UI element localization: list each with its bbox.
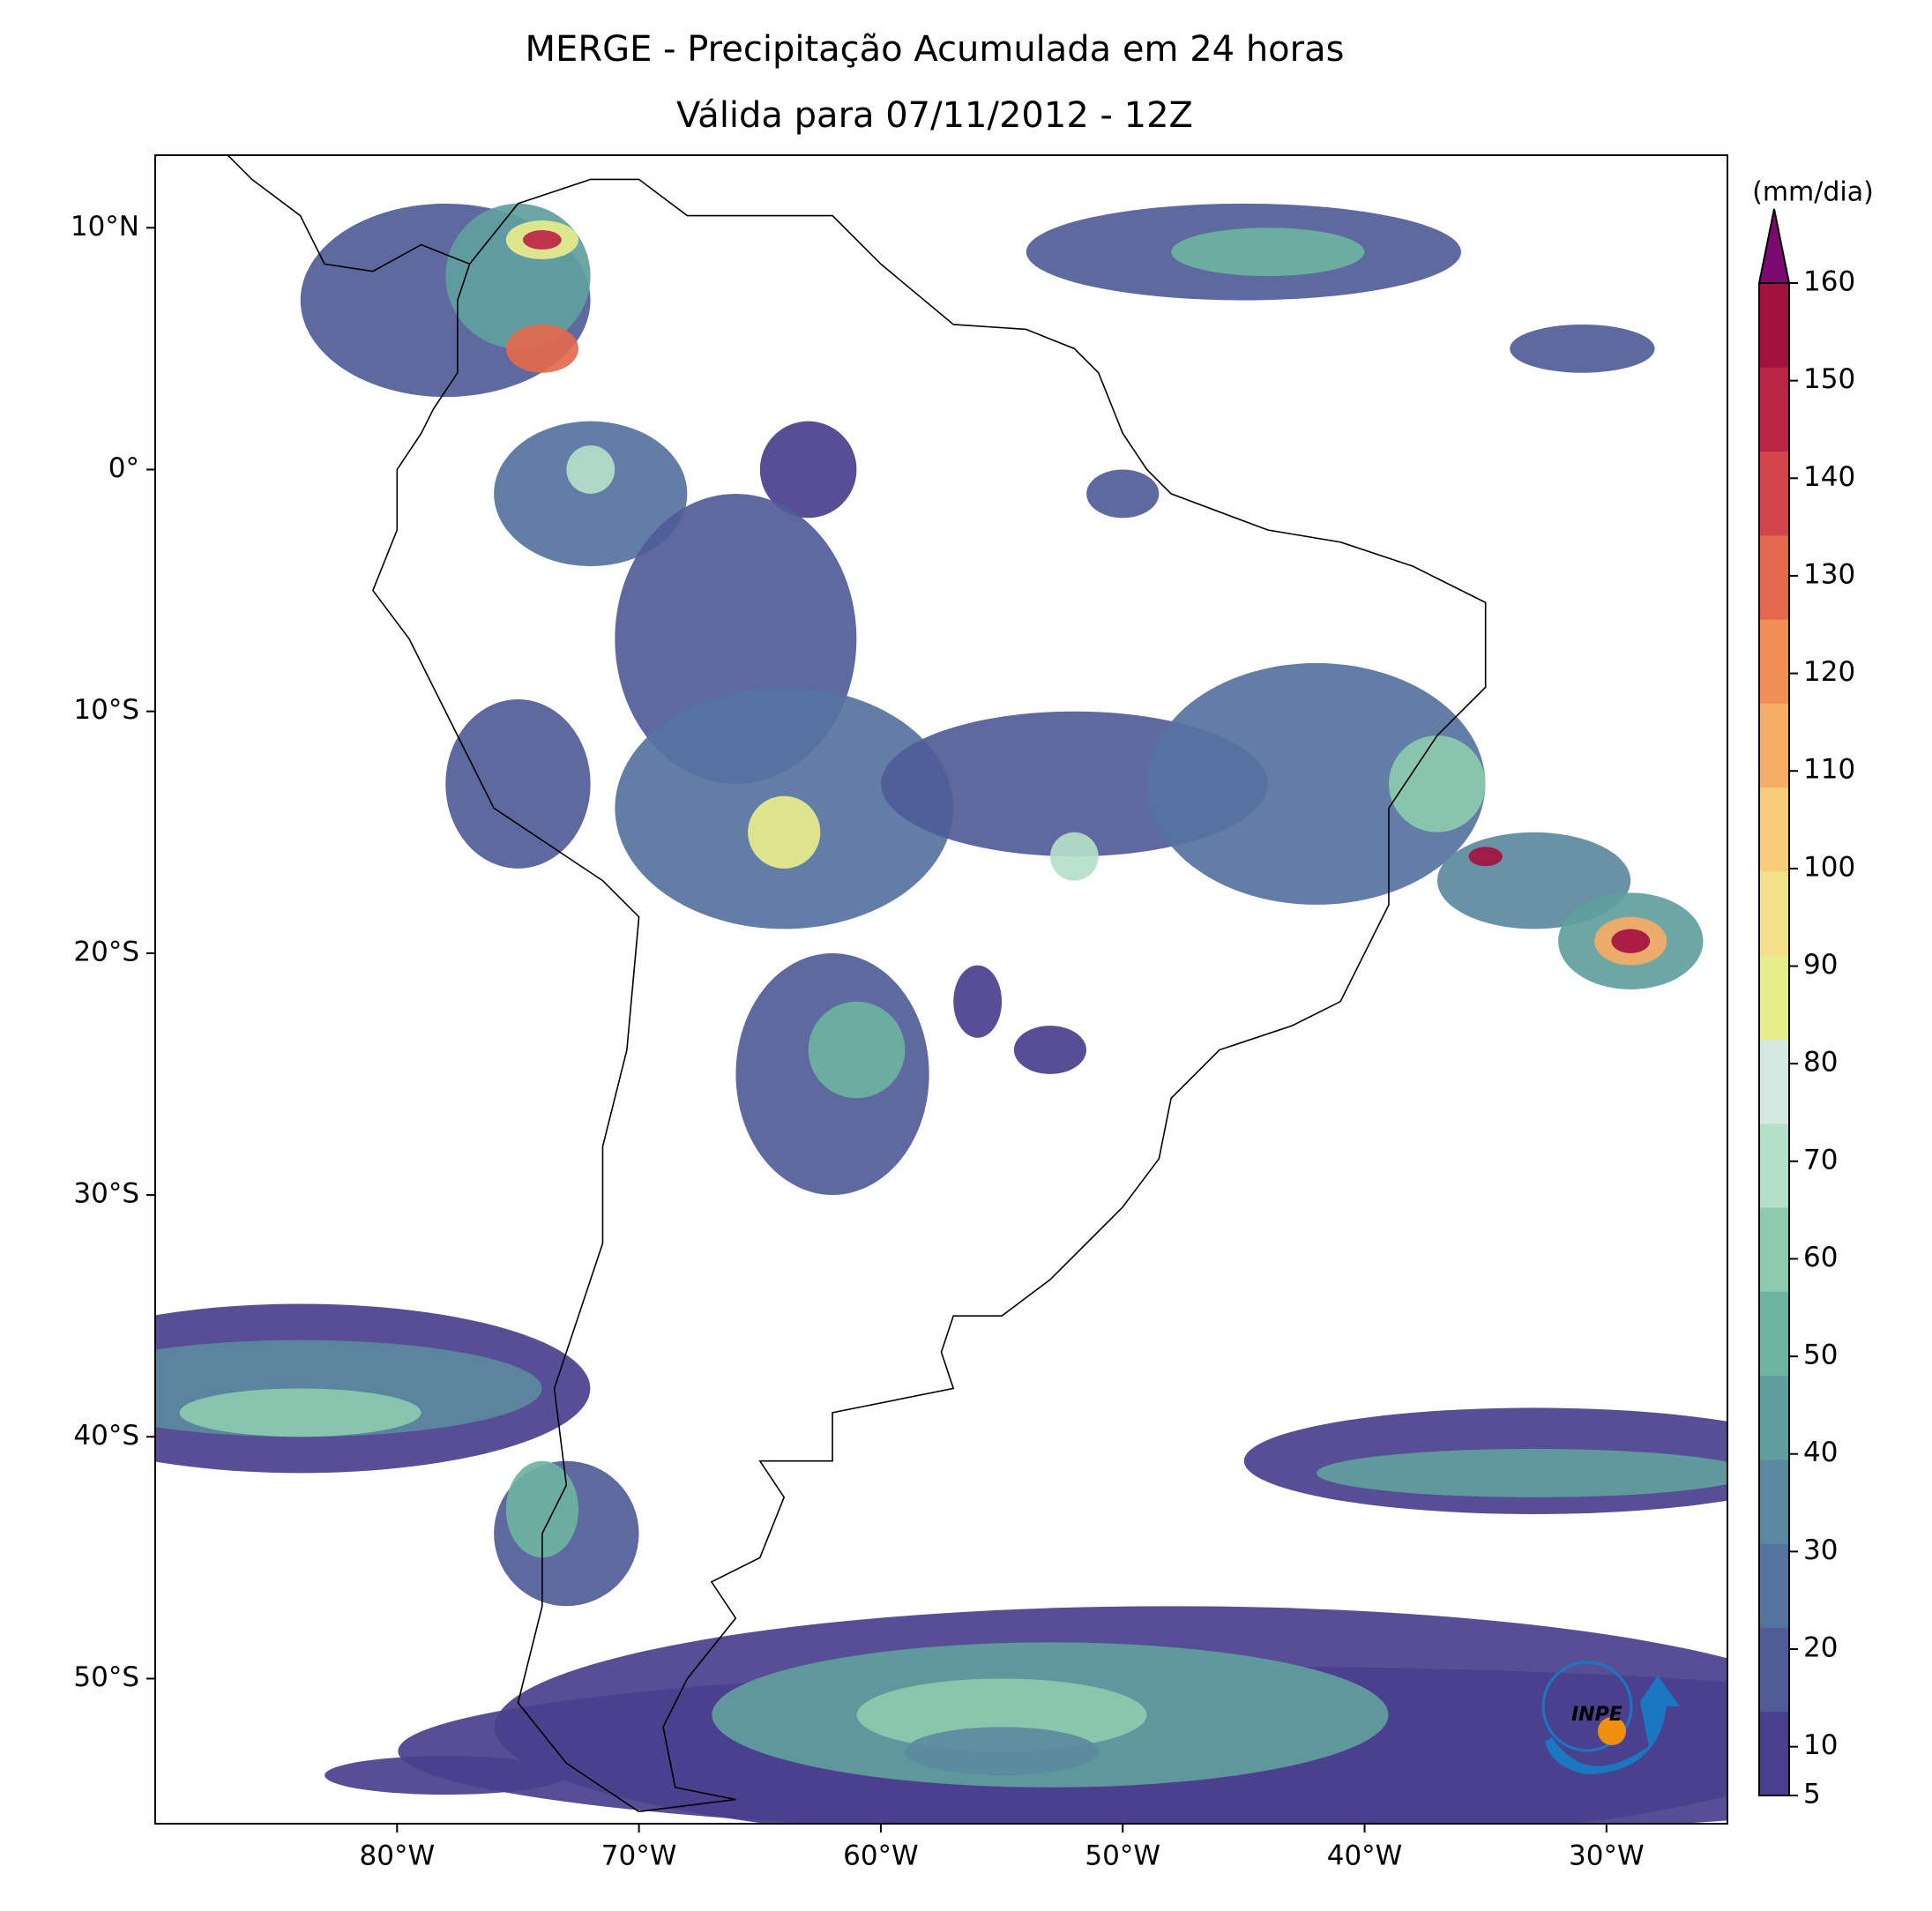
- colorbar-label: (mm/dia): [1752, 177, 1874, 208]
- rain-area: [1317, 1449, 1727, 1497]
- colorbar-tick-label: 80: [1803, 1047, 1838, 1079]
- colorbar-tick-label: 100: [1803, 851, 1855, 883]
- colorbar-tick-label: 110: [1803, 754, 1855, 786]
- colorbar-band: [1759, 1039, 1789, 1124]
- colorbar-band: [1759, 955, 1789, 1040]
- colorbar-tick-label: 130: [1803, 558, 1855, 590]
- rain-area: [748, 795, 821, 869]
- colorbar-band: [1759, 1711, 1789, 1796]
- inpe-logo: INPE: [1541, 1661, 1680, 1774]
- colorbar-tick-label: 140: [1803, 461, 1855, 493]
- subtitle: Válida para 07/11/2012 - 12Z: [676, 95, 1193, 136]
- map-frame: [154, 154, 1728, 1825]
- rain-area: [505, 324, 578, 373]
- y-tick-label: 40°S: [73, 1420, 139, 1452]
- rain-area: [1171, 228, 1365, 277]
- rain-area: [1510, 324, 1655, 373]
- x-tick-label: 70°W: [601, 1840, 677, 1872]
- colorbar-band: [1759, 283, 1789, 368]
- rain-area: [1146, 662, 1486, 905]
- x-tick-label: 40°W: [1327, 1840, 1403, 1872]
- colorbar-band: [1759, 1207, 1789, 1292]
- y-tick-label: 30°S: [73, 1178, 139, 1210]
- y-tick-label: 20°S: [73, 936, 139, 967]
- colorbar-tick-label: 160: [1803, 266, 1855, 298]
- rain-area: [1611, 929, 1651, 953]
- rain-area: [1468, 847, 1503, 867]
- colorbar-band: [1759, 534, 1789, 620]
- colorbar-tick-label: 50: [1803, 1340, 1838, 1371]
- rain-area: [445, 699, 591, 869]
- rain-area: [494, 421, 688, 567]
- colorbar-band: [1759, 1459, 1789, 1544]
- rain-area: [905, 1727, 1099, 1776]
- colorbar-band: [1759, 1123, 1789, 1208]
- colorbar-tick-label: 90: [1803, 949, 1838, 981]
- colorbar: 5 10 20 30 40 50 60 70 80 90 100 110 120 130 140 150 160: [1757, 208, 1855, 1810]
- rain-area: [324, 1756, 567, 1795]
- colorbar-band: [1759, 451, 1789, 536]
- coastline: [227, 155, 1487, 1813]
- rain-area: [1049, 832, 1099, 881]
- rain-area: [566, 445, 615, 494]
- colorbar-tick-label: 70: [1803, 1144, 1838, 1176]
- rain-area: [522, 230, 562, 250]
- axis-ticks: 80°W 70°W 60°W 50°W 40°W 30°W 10°N 0° 10°S 20°S 30…: [71, 211, 1645, 1872]
- coast-line: [227, 155, 1487, 1813]
- rain-area: [1086, 469, 1160, 519]
- x-tick-label: 60°W: [843, 1840, 919, 1872]
- y-tick-label: 50°S: [73, 1661, 139, 1693]
- rain-area: [179, 1388, 421, 1437]
- y-tick-label: 10°S: [73, 694, 139, 726]
- colorbar-band: [1759, 1375, 1789, 1460]
- title: MERGE - Precipitação Acumulada em 24 hor…: [526, 29, 1345, 70]
- colorbar-band: [1759, 787, 1789, 872]
- colorbar-tick-label: 20: [1803, 1632, 1838, 1664]
- rain-area: [856, 1678, 1147, 1751]
- rain-area: [1013, 1026, 1087, 1074]
- colorbar-tick-label: 10: [1803, 1729, 1838, 1761]
- y-tick-label: 10°N: [71, 211, 139, 243]
- colorbar-band: [1759, 1543, 1789, 1628]
- rain-area: [808, 1001, 906, 1099]
- rain-area: [1389, 735, 1486, 832]
- rain-area: [953, 965, 1003, 1038]
- colorbar-extend: [1757, 208, 1791, 284]
- x-tick-label: 80°W: [360, 1840, 436, 1872]
- rain-area: [759, 421, 857, 519]
- colorbar-band: [1759, 703, 1789, 788]
- colorbar-frame: [1758, 282, 1790, 1796]
- colorbar-tick-label: 40: [1803, 1437, 1838, 1468]
- x-tick-label: 50°W: [1085, 1840, 1160, 1872]
- colorbar-tick-label: 5: [1803, 1779, 1821, 1810]
- rain-area: [505, 1460, 578, 1558]
- colorbar-tick-label: 60: [1803, 1242, 1838, 1273]
- colorbar-band: [1759, 870, 1789, 956]
- colorbar-band: [1759, 1291, 1789, 1377]
- rain-area: [1058, 1799, 1477, 1824]
- colorbar-tick-label: 30: [1803, 1534, 1838, 1566]
- logo-text: INPE: [1571, 1704, 1622, 1726]
- colorbar-tick-label: 150: [1803, 363, 1855, 395]
- y-tick-label: 0°: [108, 452, 139, 484]
- colorbar-band: [1759, 1627, 1789, 1713]
- x-tick-label: 30°W: [1569, 1840, 1645, 1872]
- colorbar-band: [1759, 367, 1789, 452]
- precipitation-field: [155, 203, 1727, 1824]
- rain-area: [445, 203, 591, 349]
- colorbar-band: [1759, 619, 1789, 704]
- colorbar-tick-label: 120: [1803, 656, 1855, 688]
